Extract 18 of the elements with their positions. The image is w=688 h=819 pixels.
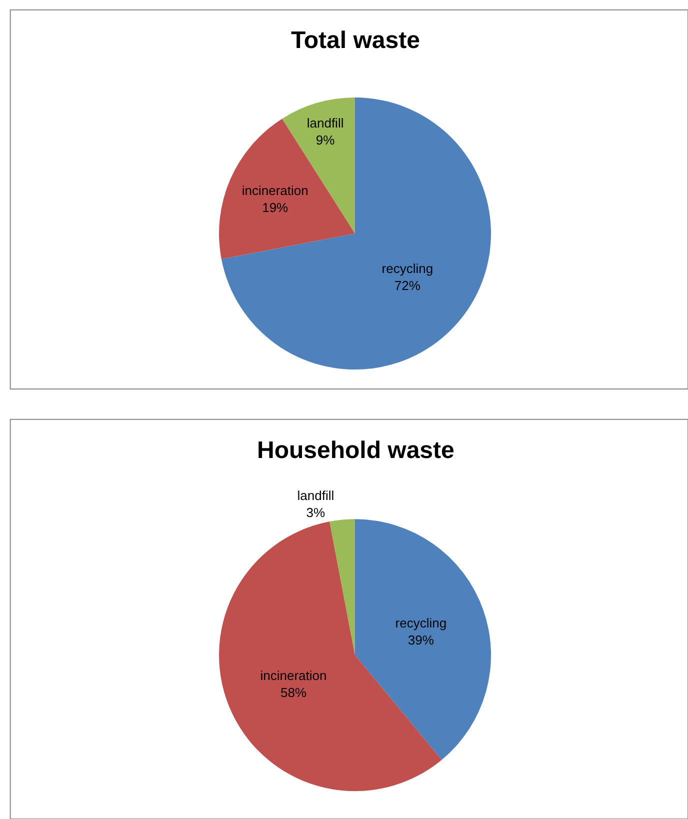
slice-label: landfill (297, 488, 334, 503)
data-label: 3% (306, 504, 326, 520)
slice-label: recycling (395, 615, 447, 630)
chart-title: Household waste (257, 437, 454, 464)
slice-label: recycling (382, 260, 434, 276)
data-label: 58% (280, 685, 307, 700)
data-label: 9% (316, 132, 336, 148)
chart-title: Total waste (291, 27, 420, 54)
data-label: 72% (394, 278, 421, 293)
slice-label: landfill (306, 115, 344, 130)
pie-slice (355, 519, 491, 760)
slice-label: incineration (242, 183, 308, 198)
data-label: 19% (262, 200, 289, 215)
pie-slice (219, 118, 356, 260)
data-label: 39% (408, 632, 434, 648)
pie-slice (221, 98, 491, 370)
pie-slice (330, 519, 356, 656)
slice-label: incineration (260, 668, 327, 684)
